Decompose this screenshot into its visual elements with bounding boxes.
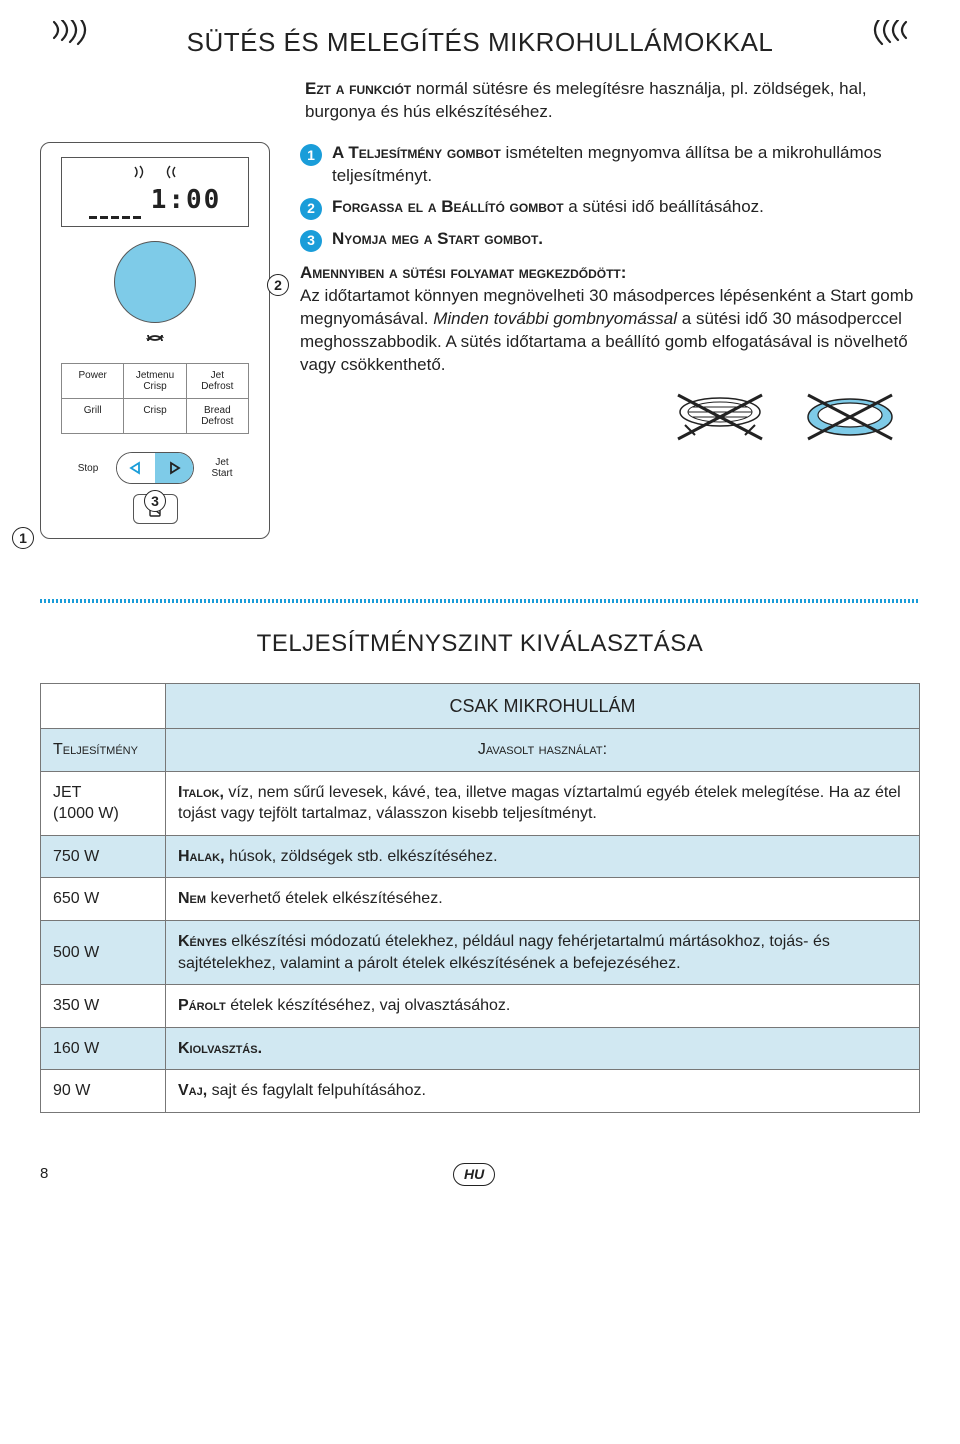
- microwave-waves-left-icon: [50, 20, 98, 60]
- stop-start-row: Stop JetStart 3: [61, 452, 249, 484]
- intro-paragraph: Ezt a funkciót normál sütésre és melegít…: [305, 78, 920, 124]
- cycle-icon: 2: [49, 329, 261, 353]
- step-2: 2 Forgassa el a Beállító gombot a sütési…: [300, 196, 920, 220]
- stop-start-pill: [116, 452, 194, 484]
- usage-cell: Kiolvasztás.: [166, 1027, 920, 1070]
- table-row: 160 WKiolvasztás.: [41, 1027, 920, 1070]
- adjust-dial[interactable]: [114, 241, 196, 323]
- step-1: 1 A Teljesítmény gombot ismételten megny…: [300, 142, 920, 188]
- callout-3: 3: [144, 490, 166, 512]
- page-title: SÜTÉS ÉS MELEGÍTÉS MIKROHULLÁMOKKAL: [40, 25, 920, 60]
- display-icons: [132, 165, 178, 179]
- power-cell: 750 W: [41, 835, 166, 878]
- power-cell: JET (1000 W): [41, 771, 166, 835]
- stop-label: Stop: [68, 463, 108, 474]
- grill-button[interactable]: Grill: [62, 399, 124, 434]
- power-cell: 500 W: [41, 920, 166, 984]
- button-grid: Power JetmenuCrisp JetDefrost Grill Cris…: [61, 363, 249, 434]
- table-row: JET (1000 W)Italok, víz, nem sűrű levese…: [41, 771, 920, 835]
- step-badge-2: 2: [300, 198, 322, 220]
- power-cell: 160 W: [41, 1027, 166, 1070]
- jet-defrost-button[interactable]: JetDefrost: [187, 364, 249, 399]
- waves-small-left-icon: [132, 165, 150, 179]
- do-not-use-icons: [300, 387, 920, 447]
- crisp-button[interactable]: Crisp: [124, 399, 186, 434]
- table-col2-header: Javasolt használat:: [166, 728, 920, 771]
- stop-triangle-icon: [129, 461, 143, 475]
- power-cell: 350 W: [41, 985, 166, 1028]
- table-row: 650 WNem keverhető ételek elkészítéséhez…: [41, 878, 920, 921]
- callout-1: 1: [12, 527, 34, 549]
- grill-rack-crossed-icon: [670, 387, 770, 447]
- usage-cell: Halak, húsok, zöldségek stb. elkészítésé…: [166, 835, 920, 878]
- power-cell: 650 W: [41, 878, 166, 921]
- waves-small-right-icon: [160, 165, 178, 179]
- usage-cell: Kényes elkészítési módozatú ételekhez, p…: [166, 920, 920, 984]
- usage-cell: Italok, víz, nem sűrű levesek, kávé, tea…: [166, 771, 920, 835]
- microwave-waves-right-icon: [862, 20, 910, 60]
- usage-cell: Vaj, sajt és fagylalt felpuhításához.: [166, 1070, 920, 1113]
- table-row: 350 WPárolt ételek készítéséhez, vaj olv…: [41, 985, 920, 1028]
- page-number: 8: [40, 1164, 48, 1184]
- jetmenu-crisp-button[interactable]: JetmenuCrisp: [124, 364, 186, 399]
- control-panel: 1:00 2 Power JetmenuCrisp JetDefrost Gri…: [40, 142, 270, 539]
- step-badge-3: 3: [300, 230, 322, 252]
- start-button[interactable]: [155, 453, 193, 483]
- table-row: 90 WVaj, sajt és fagylalt felpuhításához…: [41, 1070, 920, 1113]
- crisp-plate-crossed-icon: [800, 387, 900, 447]
- usage-cell: Párolt ételek készítéséhez, vaj olvasztá…: [166, 985, 920, 1028]
- stop-button[interactable]: [117, 453, 155, 483]
- power-table: CSAK MIKROHULLÁM Teljesítmény Javasolt h…: [40, 683, 920, 1113]
- display-screen: 1:00: [61, 157, 249, 227]
- table-col1-header: Teljesítmény: [41, 728, 166, 771]
- start-label: JetStart: [202, 457, 242, 479]
- table-row: 750 WHalak, húsok, zöldségek stb. elkész…: [41, 835, 920, 878]
- table-header-span: CSAK MIKROHULLÁM: [166, 683, 920, 728]
- step-badge-1: 1: [300, 144, 322, 166]
- intro-bold: Ezt a funkciót: [305, 79, 411, 98]
- callout-2: 2: [267, 274, 289, 296]
- bread-defrost-button[interactable]: BreadDefrost: [187, 399, 249, 434]
- section2-title: TELJESÍTMÉNYSZINT KIVÁLASZTÁSA: [40, 628, 920, 660]
- display-time: 1:00: [151, 183, 222, 218]
- page-footer: 8 HU: [40, 1163, 920, 1186]
- step-3: 3 Nyomja meg a Start gombot.: [300, 228, 920, 252]
- power-button[interactable]: Power: [62, 364, 124, 399]
- usage-cell: Nem keverhető ételek elkészítéséhez.: [166, 878, 920, 921]
- language-indicator: HU: [453, 1163, 495, 1186]
- wavy-divider: [40, 599, 920, 603]
- table-row: 500 WKényes elkészítési módozatú ételekh…: [41, 920, 920, 984]
- after-start-paragraph: Amennyiben a sütési folyamat megkezdődöt…: [300, 262, 920, 377]
- start-triangle-icon: [167, 461, 181, 475]
- power-cell: 90 W: [41, 1070, 166, 1113]
